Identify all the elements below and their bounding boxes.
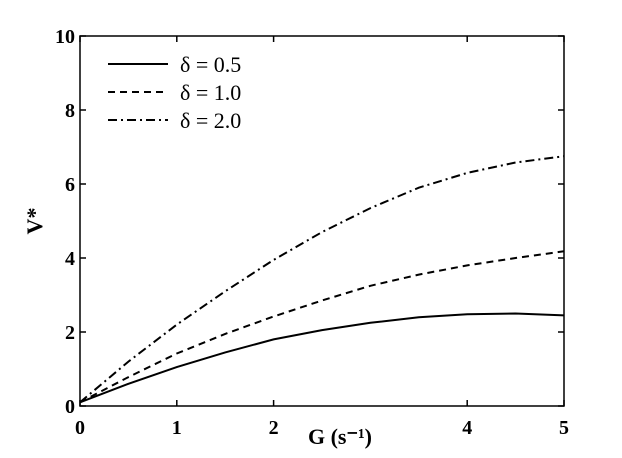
y-tick-label: 8 xyxy=(65,100,75,122)
series-line-2 xyxy=(79,250,565,404)
y-tick-label: 6 xyxy=(65,174,75,196)
legend-label-1: δ = 0.5 xyxy=(180,52,241,77)
tick-layer: 0 1 2 4 5 0 2 4 6 8 10 xyxy=(55,26,569,439)
x-tick-label: 2 xyxy=(269,417,279,439)
series-line-1 xyxy=(79,312,565,404)
y-axis-label: V* xyxy=(22,208,47,235)
x-axis-label: G (s⁻¹) xyxy=(308,424,372,449)
y-tick-label: 0 xyxy=(65,396,75,418)
y-tick-label: 2 xyxy=(65,322,75,344)
x-tick-label: 1 xyxy=(172,417,182,439)
series-line-3 xyxy=(79,155,565,404)
legend-label-3: δ = 2.0 xyxy=(180,108,241,133)
y-tick-label: 4 xyxy=(65,248,75,270)
legend: δ = 0.5 δ = 1.0 δ = 2.0 xyxy=(108,52,241,133)
plot-frame xyxy=(79,35,565,407)
x-tick-label: 0 xyxy=(75,417,85,439)
series-layer xyxy=(79,155,565,404)
x-tick-label: 4 xyxy=(462,417,472,439)
legend-label-2: δ = 1.0 xyxy=(180,80,241,105)
x-tick-label: 5 xyxy=(559,417,569,439)
y-tick-label: 10 xyxy=(55,26,75,48)
